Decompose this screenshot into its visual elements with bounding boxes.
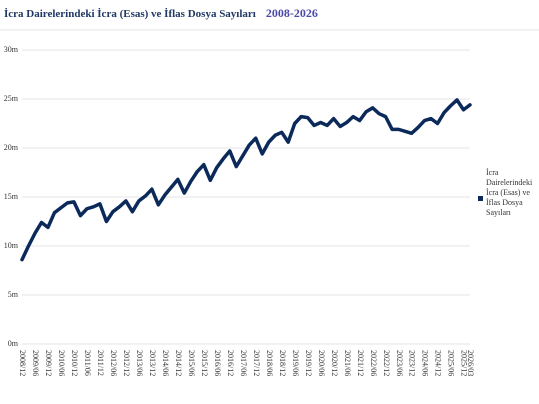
x-tick-label: 2012/06 xyxy=(109,350,118,376)
x-tick-label: 2010/06 xyxy=(57,350,66,376)
x-tick-label: 2021/06 xyxy=(343,350,352,376)
x-tick-label: 2024/06 xyxy=(421,350,430,376)
series-line xyxy=(20,98,472,262)
x-tick-label: 2026/03 xyxy=(466,350,475,376)
x-tick-label: 2008/12 xyxy=(18,350,27,376)
x-tick-label: 2014/12 xyxy=(174,350,183,376)
x-tick-label: 2012/12 xyxy=(122,350,131,376)
x-tick-label: 2018/12 xyxy=(278,350,287,376)
x-tick-label: 2014/06 xyxy=(161,350,170,376)
x-tick-label: 2015/06 xyxy=(187,350,196,376)
x-tick-label: 2010/12 xyxy=(70,350,79,376)
legend: İcra Dairelerindeki İcra (Esas) ve İflas… xyxy=(478,168,536,218)
y-tick-label: 15m xyxy=(4,192,19,201)
x-tick-label: 2013/06 xyxy=(135,350,144,376)
legend-label: İcra Dairelerindeki İcra (Esas) ve İflas… xyxy=(486,168,533,217)
x-tick-label: 2022/06 xyxy=(369,350,378,376)
y-tick-label: 0m xyxy=(8,339,19,348)
x-tick-label: 2016/06 xyxy=(213,350,222,376)
chart-title: İcra Dairelerindeki İcra (Esas) ve İflas… xyxy=(4,8,256,20)
x-tick-label: 2023/12 xyxy=(408,350,417,376)
y-tick-label: 10m xyxy=(4,241,19,250)
x-tick-label: 2016/12 xyxy=(226,350,235,376)
x-tick-label: 2021/12 xyxy=(356,350,365,376)
x-tick-label: 2023/06 xyxy=(395,350,404,376)
x-tick-label: 2018/06 xyxy=(265,350,274,376)
chart-subtitle: 2008-2026 xyxy=(266,6,318,20)
y-tick-label: 30m xyxy=(4,45,19,54)
legend-swatch xyxy=(478,196,483,201)
x-tick-label: 2022/12 xyxy=(382,350,391,376)
x-tick-label: 2019/06 xyxy=(291,350,300,376)
y-tick-label: 25m xyxy=(4,94,19,103)
x-tick-label: 2017/06 xyxy=(239,350,248,376)
x-tick-label: 2019/12 xyxy=(304,350,313,376)
y-tick-label: 5m xyxy=(8,290,19,299)
x-tick-label: 2009/06 xyxy=(31,350,40,376)
chart-title-line: İcra Dairelerindeki İcra (Esas) ve İflas… xyxy=(4,6,318,20)
x-tick-label: 2009/12 xyxy=(44,350,53,376)
x-tick-label: 2020/06 xyxy=(317,350,326,376)
x-tick-label: 2015/12 xyxy=(200,350,209,376)
x-tick-label: 2013/12 xyxy=(148,350,157,376)
y-tick-label: 20m xyxy=(4,143,19,152)
x-tick-label: 2025/12 xyxy=(460,350,469,376)
x-tick-label: 2025/06 xyxy=(447,350,456,376)
x-tick-label: 2011/06 xyxy=(83,350,92,376)
x-tick-label: 2024/12 xyxy=(434,350,443,376)
x-tick-label: 2020/12 xyxy=(330,350,339,376)
x-tick-label: 2017/12 xyxy=(252,350,261,376)
x-tick-label: 2011/12 xyxy=(96,350,105,376)
